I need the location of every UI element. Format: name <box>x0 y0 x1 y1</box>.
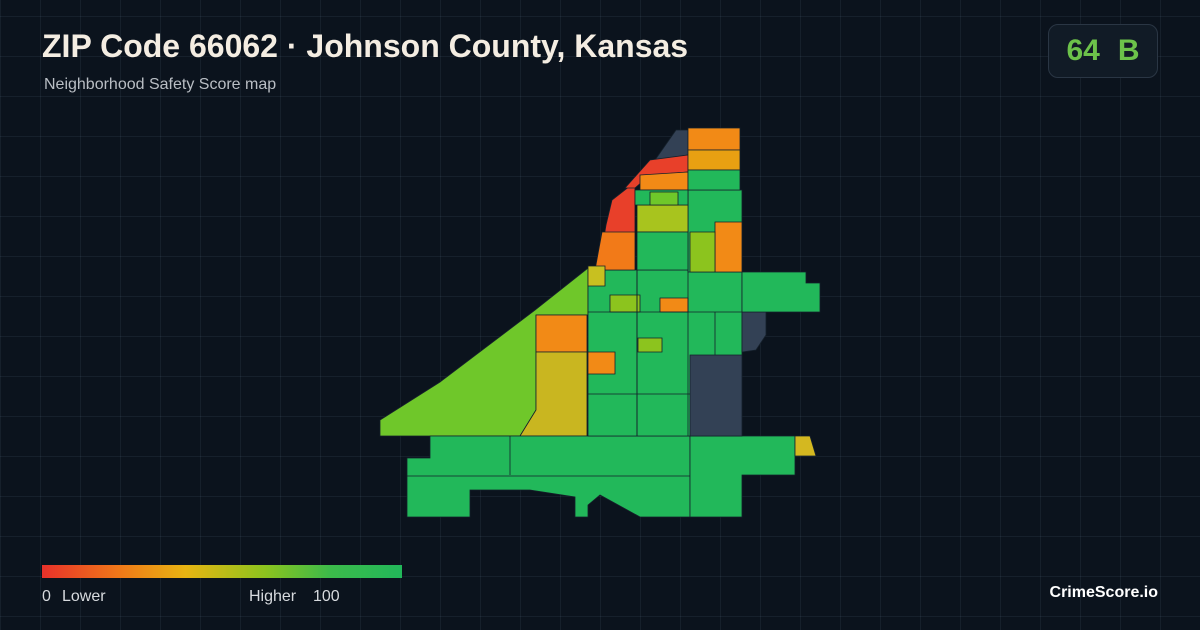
region <box>794 435 817 457</box>
region <box>687 169 741 191</box>
region <box>636 204 689 233</box>
legend-min: 0 <box>42 588 51 605</box>
title: ZIP Code 66062 · Johnson County, Kansas <box>42 28 689 64</box>
region <box>689 354 743 437</box>
score-value: 64 <box>1066 34 1100 67</box>
region <box>636 231 689 271</box>
region <box>639 171 689 191</box>
score-grade: B <box>1117 34 1140 67</box>
region <box>687 127 741 151</box>
legend-gradient <box>42 565 402 578</box>
region <box>741 311 767 353</box>
brand: CrimeScore.io <box>1049 584 1158 601</box>
region <box>594 231 636 271</box>
region <box>637 337 663 353</box>
region <box>689 435 796 518</box>
legend-min-label: Lower <box>62 588 106 605</box>
region <box>609 294 641 313</box>
region <box>587 351 616 375</box>
region <box>649 191 679 206</box>
region <box>406 435 691 518</box>
legend-max: 100 <box>313 588 340 605</box>
subtitle: Neighborhood Safety Score map <box>44 76 277 93</box>
region <box>689 231 716 273</box>
region <box>687 149 741 171</box>
legend-max-label: Higher <box>249 588 297 605</box>
region <box>714 221 743 273</box>
region <box>535 314 588 353</box>
score-badge: 64 B <box>1048 24 1158 78</box>
region <box>741 271 821 313</box>
region <box>659 297 689 313</box>
region <box>587 265 606 287</box>
